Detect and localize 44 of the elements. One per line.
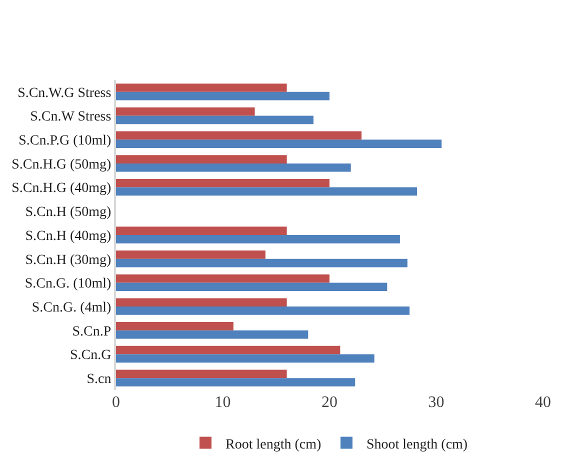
bar: [116, 282, 388, 292]
y-tick-label: S.Cn.P.G (10ml): [18, 134, 112, 149]
bar: [116, 330, 308, 339]
bar: [116, 274, 330, 283]
bar: [116, 322, 234, 330]
bar: [116, 107, 255, 116]
x-tick-label: 20: [322, 394, 338, 411]
y-tick-label: S.Cn.H.G (40mg): [12, 181, 112, 196]
bar: [116, 306, 410, 315]
bar: [116, 131, 362, 140]
y-tick-label: S.Cn.H (30mg): [25, 252, 112, 268]
bar: [116, 140, 442, 148]
y-tick-label: S.Cn.G: [70, 348, 112, 364]
y-tick-label: S.Cn.H (50mg): [25, 205, 112, 220]
bar: [116, 354, 374, 363]
bar: [116, 235, 400, 244]
bar: [116, 178, 330, 188]
y-tick-label: S.cn: [86, 372, 112, 387]
y-tick-label: S.Cn.P: [72, 324, 112, 340]
x-tick-label: 30: [428, 394, 444, 411]
bar: [116, 92, 330, 100]
y-tick-label: S.Cn.H (40mg): [25, 228, 112, 244]
bar: [116, 226, 287, 235]
legend-label: Root length (cm): [226, 437, 322, 452]
y-tick-label: S.Cn.W.G Stress: [18, 86, 112, 101]
x-tick-label: 0: [112, 394, 120, 411]
y-tick-label: S.Cn.W Stress: [30, 110, 112, 125]
bar: [116, 163, 351, 172]
y-tick-label: S.Cn.H.G (50mg): [12, 157, 112, 172]
bar: [116, 250, 266, 259]
bar: [116, 155, 287, 164]
y-tick-label: S.Cn.G. (4ml): [32, 300, 112, 316]
legend-label: Shoot length (cm): [366, 437, 468, 452]
bar: [116, 346, 340, 354]
bar: [116, 116, 314, 124]
bar: [116, 84, 287, 92]
bar: [116, 370, 287, 378]
x-tick-label: 10: [214, 394, 231, 411]
bar: [116, 298, 287, 307]
x-tick-label: 40: [535, 394, 551, 411]
bar: [116, 258, 408, 268]
bar: [116, 378, 356, 386]
y-tick-label: S.Cn.G. (10ml): [24, 276, 112, 292]
bar: [116, 187, 418, 196]
